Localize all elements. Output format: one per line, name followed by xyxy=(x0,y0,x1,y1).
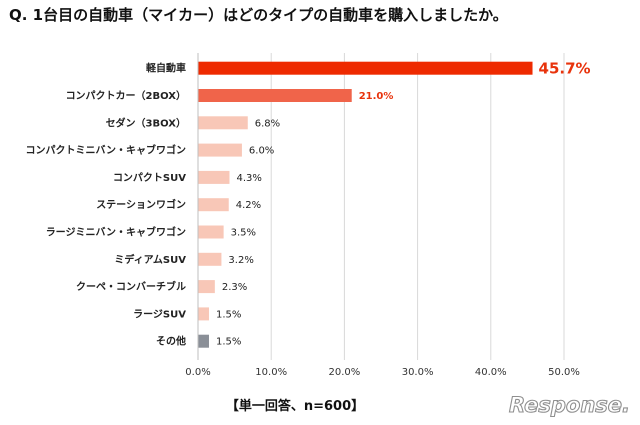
bar xyxy=(198,307,209,321)
bar xyxy=(198,252,222,266)
category-label: コンパクトミニバン・キャブワゴン xyxy=(26,144,187,157)
question-title: Q. 1台目の自動車（マイカー）はどのタイプの自動車を購入しましたか。 xyxy=(9,6,508,24)
x-tick-label: 10.0% xyxy=(255,367,287,378)
category-label: セダン（3BOX） xyxy=(106,116,186,129)
response-logo: Response. xyxy=(508,392,630,417)
x-tick-label: 40.0% xyxy=(475,367,507,378)
bar xyxy=(198,89,352,102)
value-label: 1.5% xyxy=(216,309,241,320)
value-label: 4.3% xyxy=(236,173,261,184)
bar xyxy=(198,143,242,157)
category-label: その他 xyxy=(156,335,186,348)
value-label: 4.2% xyxy=(236,200,261,211)
x-tick-label: 50.0% xyxy=(548,367,580,378)
category-label: 軽自動車 xyxy=(146,62,186,75)
category-label: ラージミニバン・キャブワゴン xyxy=(46,226,186,239)
x-tick-label: 0.0% xyxy=(185,367,210,378)
bar xyxy=(198,116,248,130)
sample-size-footnote: 【単一回答、n=600】 xyxy=(225,399,365,414)
category-label: ラージSUV xyxy=(133,308,186,320)
bar xyxy=(198,280,215,294)
bar xyxy=(198,198,229,212)
value-label: 21.0% xyxy=(359,91,394,102)
category-label: ミディアムSUV xyxy=(114,253,186,266)
bar xyxy=(198,334,209,348)
x-tick-label: 20.0% xyxy=(329,367,361,378)
value-label: 1.5% xyxy=(216,337,241,348)
category-label: コンパクトカー（2BOX） xyxy=(66,89,186,102)
category-label: クーペ・コンバーチブル xyxy=(76,280,186,293)
x-tick-label: 30.0% xyxy=(402,367,434,378)
bar xyxy=(198,61,533,75)
value-label: 3.2% xyxy=(228,255,253,266)
category-label: ステーションワゴン xyxy=(96,198,186,211)
value-label: 6.0% xyxy=(249,146,274,157)
value-label: 2.3% xyxy=(222,282,247,293)
value-label: 6.8% xyxy=(255,118,280,129)
bar xyxy=(198,225,224,239)
category-label: コンパクトSUV xyxy=(113,172,186,184)
value-label: 3.5% xyxy=(231,228,256,239)
bar xyxy=(198,170,230,184)
value-label: 45.7% xyxy=(539,60,591,78)
